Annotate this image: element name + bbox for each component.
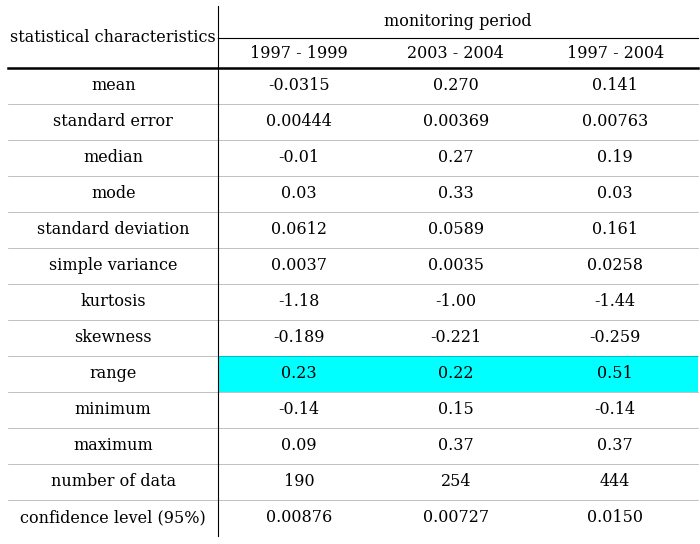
Text: -1.44: -1.44 — [594, 294, 636, 311]
Text: 0.0589: 0.0589 — [428, 221, 484, 238]
Text: 2003 - 2004: 2003 - 2004 — [407, 45, 504, 61]
Text: minimum: minimum — [75, 401, 152, 418]
Text: standard deviation: standard deviation — [37, 221, 190, 238]
Text: 0.00727: 0.00727 — [423, 510, 489, 527]
Text: 0.03: 0.03 — [597, 186, 633, 202]
Text: 0.15: 0.15 — [438, 401, 474, 418]
Text: mode: mode — [91, 186, 136, 202]
Text: 0.00444: 0.00444 — [266, 114, 332, 131]
Text: 0.270: 0.270 — [433, 77, 479, 95]
Text: -1.00: -1.00 — [435, 294, 477, 311]
Text: 0.141: 0.141 — [592, 77, 638, 95]
Bar — [218, 356, 698, 392]
Text: monitoring period: monitoring period — [384, 14, 532, 30]
Text: 0.0035: 0.0035 — [428, 257, 484, 275]
Text: -0.259: -0.259 — [589, 330, 641, 347]
Text: 444: 444 — [600, 473, 631, 491]
Text: range: range — [90, 366, 137, 382]
Text: 0.37: 0.37 — [597, 437, 633, 454]
Text: 0.03: 0.03 — [281, 186, 316, 202]
Text: 0.51: 0.51 — [597, 366, 633, 382]
Text: 0.161: 0.161 — [592, 221, 638, 238]
Text: statistical characteristics: statistical characteristics — [10, 28, 216, 46]
Text: skewness: skewness — [74, 330, 152, 347]
Text: -0.189: -0.189 — [273, 330, 325, 347]
Text: standard error: standard error — [53, 114, 173, 131]
Text: -0.14: -0.14 — [594, 401, 636, 418]
Text: 0.37: 0.37 — [438, 437, 474, 454]
Text: 0.00763: 0.00763 — [582, 114, 648, 131]
Text: 0.09: 0.09 — [281, 437, 316, 454]
Text: -0.14: -0.14 — [279, 401, 319, 418]
Text: number of data: number of data — [50, 473, 176, 491]
Text: 0.00876: 0.00876 — [266, 510, 332, 527]
Text: 0.19: 0.19 — [597, 150, 633, 166]
Text: 254: 254 — [440, 473, 471, 491]
Text: 0.0037: 0.0037 — [271, 257, 327, 275]
Text: 0.33: 0.33 — [438, 186, 474, 202]
Text: mean: mean — [91, 77, 136, 95]
Text: 0.0258: 0.0258 — [587, 257, 643, 275]
Text: 0.23: 0.23 — [281, 366, 316, 382]
Text: 1997 - 2004: 1997 - 2004 — [566, 45, 664, 61]
Text: 0.22: 0.22 — [438, 366, 474, 382]
Text: -0.221: -0.221 — [430, 330, 482, 347]
Text: -0.0315: -0.0315 — [268, 77, 330, 95]
Text: 0.0150: 0.0150 — [587, 510, 643, 527]
Text: 0.00369: 0.00369 — [423, 114, 489, 131]
Text: 0.0612: 0.0612 — [271, 221, 327, 238]
Text: median: median — [83, 150, 144, 166]
Text: 0.27: 0.27 — [438, 150, 474, 166]
Text: -1.18: -1.18 — [278, 294, 319, 311]
Text: 190: 190 — [284, 473, 314, 491]
Text: simple variance: simple variance — [49, 257, 178, 275]
Text: confidence level (95%): confidence level (95%) — [20, 510, 206, 527]
Text: 1997 - 1999: 1997 - 1999 — [250, 45, 348, 61]
Text: maximum: maximum — [74, 437, 153, 454]
Text: -0.01: -0.01 — [279, 150, 319, 166]
Text: kurtosis: kurtosis — [80, 294, 146, 311]
